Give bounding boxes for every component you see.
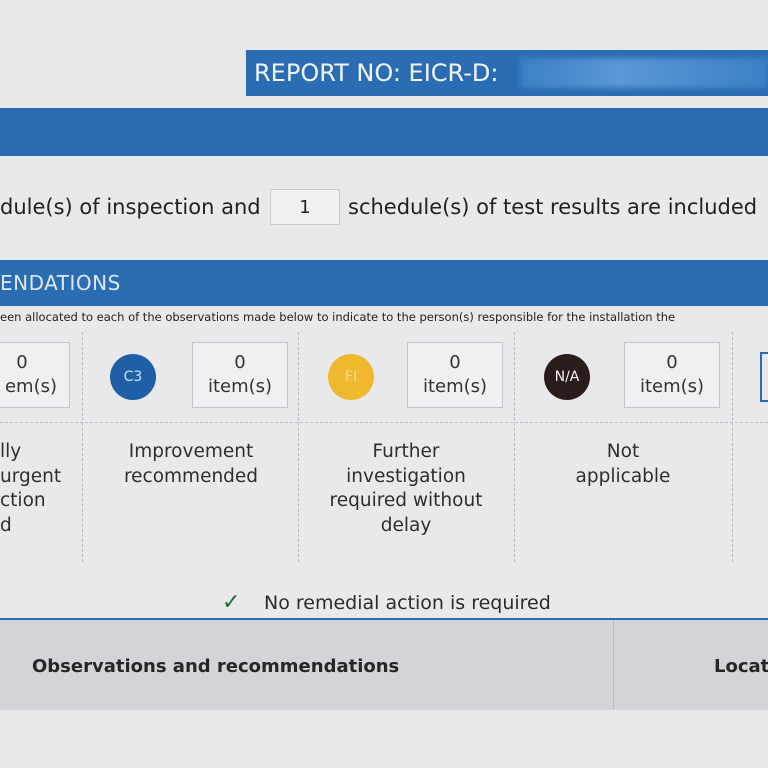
na-count: 0: [666, 352, 678, 373]
no-remedial-row[interactable]: ✓ No remedial action is required: [222, 590, 551, 616]
table-body-area: [0, 710, 768, 768]
recommendations-note: een allocated to each of the observation…: [0, 310, 676, 324]
c2-unit: em(s): [4, 376, 57, 397]
report-number-label: REPORT NO: EICR-D:: [254, 59, 499, 87]
column-divider: [82, 332, 83, 562]
column-divider: [613, 620, 614, 712]
c3-unit: item(s): [207, 376, 273, 397]
fi-description: Further investigation required without d…: [329, 441, 483, 536]
fi-unit: item(s): [422, 376, 488, 397]
classification-codes: 0 em(s) lly urgent ction d C3 0 item(s) …: [0, 332, 768, 562]
section-header-band: [0, 108, 768, 156]
na-unit: item(s): [639, 376, 705, 397]
c3-code-badge: C3: [110, 354, 156, 400]
c2-item-count[interactable]: 0 em(s): [0, 342, 70, 408]
no-remedial-label: No remedial action is required: [264, 592, 551, 614]
codes-divider: [0, 422, 768, 423]
recommendations-section-bar: ENDATIONS: [0, 260, 768, 306]
na-description: Not applicable: [575, 441, 671, 487]
partial-item-box: [760, 352, 768, 402]
schedules-text-before: dule(s) of inspection and: [0, 195, 261, 219]
location-column-header: Locat: [714, 656, 768, 677]
c3-description: Improvement recommended: [123, 441, 259, 487]
recommendations-title: ENDATIONS: [0, 271, 121, 295]
na-item-count[interactable]: 0 item(s): [624, 342, 720, 408]
column-divider: [732, 332, 733, 562]
observations-table-header: Observations and recommendations Locat: [0, 618, 768, 712]
c2-count: 0: [16, 352, 28, 373]
test-results-count-field[interactable]: 1: [270, 189, 340, 225]
fi-count: 0: [449, 352, 461, 373]
observations-column-header: Observations and recommendations: [32, 656, 400, 677]
c3-item-count[interactable]: 0 item(s): [192, 342, 288, 408]
fi-code-badge: FI: [328, 354, 374, 400]
c2-description: lly urgent ction d: [0, 441, 62, 536]
c3-count: 0: [234, 352, 246, 373]
column-divider: [514, 332, 515, 562]
na-code-badge: N/A: [544, 354, 590, 400]
fi-item-count[interactable]: 0 item(s): [407, 342, 503, 408]
redacted-report-number: [520, 58, 768, 88]
column-divider: [298, 332, 299, 562]
schedules-text-after: schedule(s) of test results are included: [348, 195, 758, 219]
check-icon[interactable]: ✓: [222, 590, 241, 615]
schedules-row: dule(s) of inspection and 1 schedule(s) …: [0, 186, 768, 230]
